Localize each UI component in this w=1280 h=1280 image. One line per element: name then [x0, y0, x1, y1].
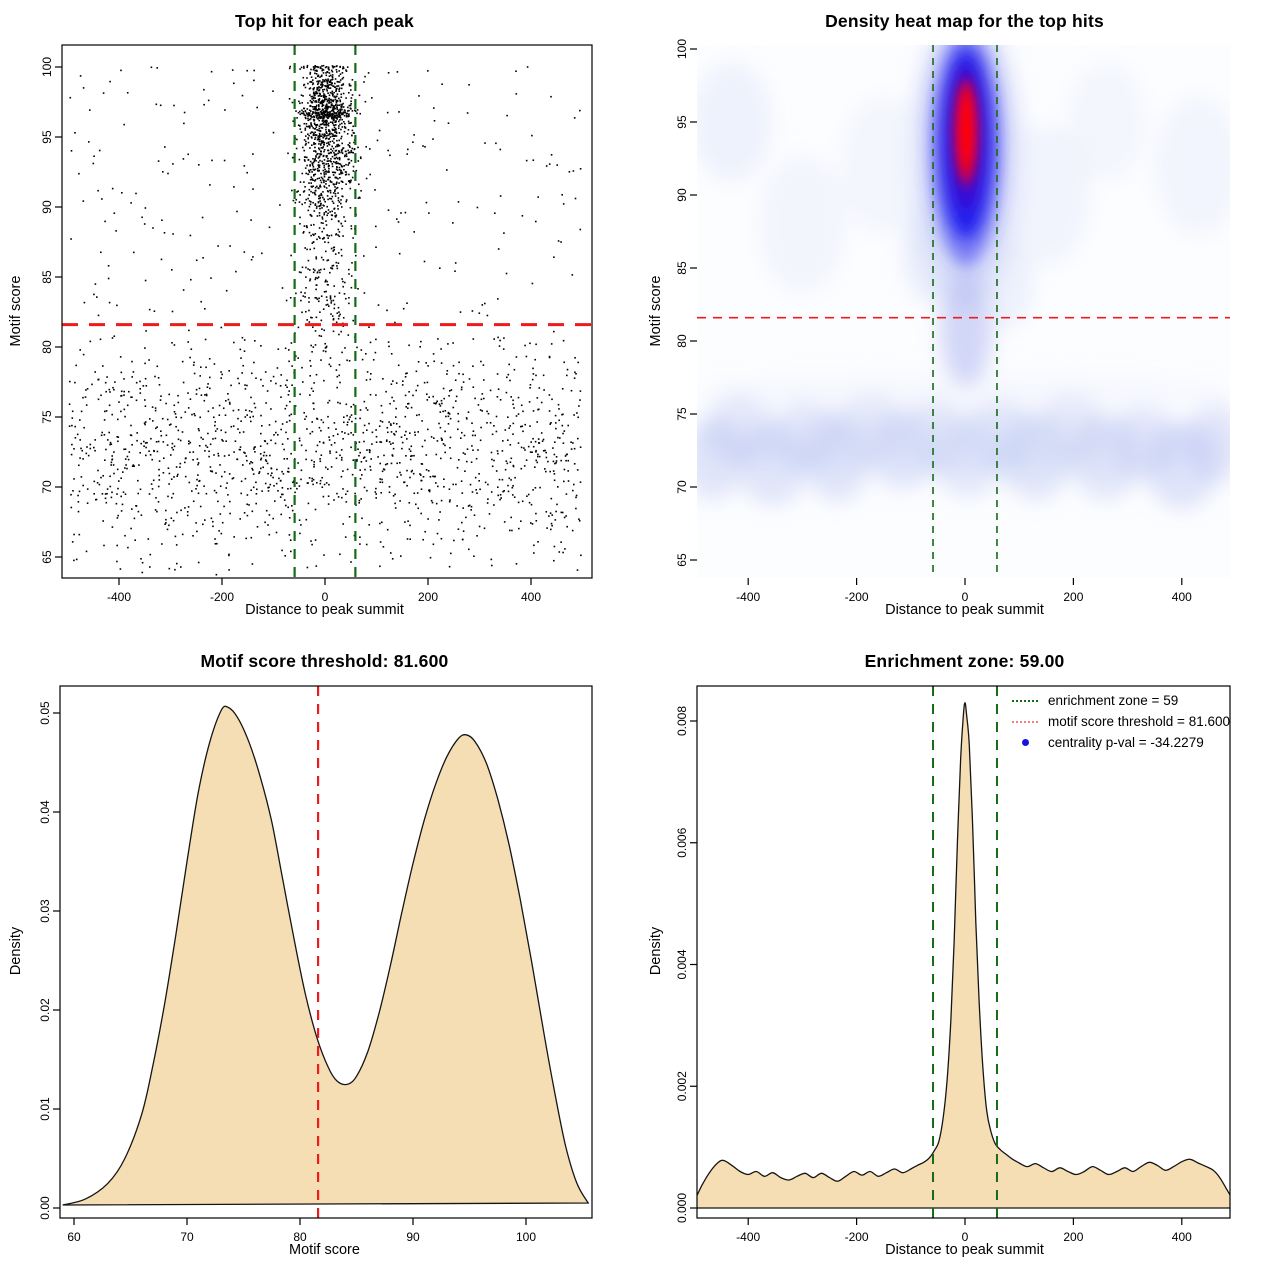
axis-tick-labels: -400 -200 0 200 400 65 70 75 80 85 90 95 100: [675, 39, 1192, 604]
legend-label: motif score threshold = 81.600: [1048, 714, 1230, 729]
svg-text:80: 80: [675, 334, 689, 348]
svg-text:0.03: 0.03: [38, 899, 52, 923]
svg-text:400: 400: [521, 590, 541, 604]
axis-ticks: [690, 685, 1231, 1225]
axis-ticks: [55, 44, 593, 585]
svg-text:0: 0: [962, 590, 969, 604]
svg-text:70: 70: [180, 1230, 194, 1244]
svg-text:0.04: 0.04: [38, 800, 52, 824]
svg-text:0.002: 0.002: [675, 1071, 689, 1101]
svg-text:0.000: 0.000: [675, 1193, 689, 1223]
svg-text:400: 400: [1172, 590, 1192, 604]
x-axis-label: Distance to peak summit: [885, 1242, 1044, 1258]
axis-ticks: [690, 48, 1183, 585]
density-area: [697, 702, 1230, 1209]
svg-text:0.008: 0.008: [675, 706, 689, 736]
x-axis-label: Distance to peak summit: [245, 602, 404, 618]
svg-text:200: 200: [1063, 590, 1083, 604]
y-axis-label: Motif score: [8, 275, 24, 347]
x-axis-label: Motif score: [289, 1242, 360, 1258]
panel-title: Motif score threshold: 81.600: [200, 651, 449, 671]
svg-text:-400: -400: [736, 1230, 760, 1244]
green-dotted-line-icon: [1008, 699, 1042, 702]
svg-text:0.00: 0.00: [38, 1196, 52, 1220]
heatmap-surface: [697, 45, 1230, 578]
svg-text:100: 100: [675, 39, 689, 59]
legend-label: centrality p-val = -34.2279: [1048, 735, 1204, 750]
svg-text:100: 100: [516, 1230, 536, 1244]
axis-tick-labels: 60 70 80 90 100 0.00 0.01 0.02 0.03 0.04 0.05: [38, 701, 536, 1244]
panel-title: Top hit for each peak: [235, 11, 414, 31]
svg-text:-200: -200: [210, 590, 234, 604]
plot-legend: enrichment zone = 59 motif score thresho…: [1008, 690, 1230, 753]
svg-text:65: 65: [40, 550, 54, 564]
svg-text:65: 65: [675, 553, 689, 567]
heatmap-canvas: -400 -200 0 200 400 65 70 75 80 85 90 95 100: [675, 39, 1230, 604]
svg-text:85: 85: [675, 261, 689, 275]
svg-text:-200: -200: [845, 590, 869, 604]
svg-text:60: 60: [67, 1230, 81, 1244]
scatter-plot-canvas: -400 -200 0 200 400 65 70 75 80 85 90 95 100: [40, 44, 593, 604]
svg-text:0.02: 0.02: [38, 998, 52, 1022]
density-plot-canvas: -400 -200 0 200 400 0.000 0.002 0.004 0.006 0.008: [675, 685, 1231, 1244]
svg-text:80: 80: [293, 1230, 307, 1244]
svg-text:200: 200: [1063, 1230, 1083, 1244]
x-axis-label: Distance to peak summit: [885, 602, 1044, 618]
svg-text:90: 90: [40, 200, 54, 214]
density-area: [62, 705, 590, 1206]
svg-text:75: 75: [40, 410, 54, 424]
panel-density-heatmap: -400 -200 0 200 400 65 70 75 80 85 90 95 100 Density…: [640, 0, 1280, 640]
axis-tick-labels: -400 -200 0 200 400 0.000 0.002 0.004 0.006 0.008: [675, 706, 1192, 1244]
panel-title: Density heat map for the top hits: [825, 11, 1104, 31]
svg-text:0.006: 0.006: [675, 827, 689, 857]
legend-item-centrality-pval: centrality p-val = -34.2279: [1008, 732, 1230, 753]
panel-title: Enrichment zone: 59.00: [864, 651, 1065, 671]
red-dotted-line-icon: [1008, 720, 1042, 723]
heatmap-blobs-core: [953, 77, 980, 188]
svg-text:0.01: 0.01: [38, 1097, 52, 1121]
y-axis-label: Motif score: [648, 275, 664, 347]
svg-text:95: 95: [675, 115, 689, 129]
y-axis-label: Density: [8, 926, 24, 976]
svg-text:0: 0: [322, 590, 329, 604]
svg-text:100: 100: [40, 57, 54, 77]
legend-item-enrichment-zone: enrichment zone = 59: [1008, 690, 1230, 711]
svg-text:0: 0: [962, 1230, 969, 1244]
svg-text:90: 90: [675, 188, 689, 202]
scatter-points: [68, 64, 582, 576]
svg-text:-400: -400: [736, 590, 760, 604]
svg-text:-400: -400: [107, 590, 131, 604]
svg-text:95: 95: [40, 130, 54, 144]
svg-text:75: 75: [675, 407, 689, 421]
density-plot-canvas: 60 70 80 90 100 0.00 0.01 0.02 0.03 0.04 0.05: [38, 685, 593, 1244]
legend-item-motif-score-threshold: motif score threshold = 81.600: [1008, 711, 1230, 732]
blue-dot-icon: [1008, 739, 1042, 746]
axis-ticks: [53, 685, 593, 1225]
y-axis-label: Density: [648, 926, 664, 976]
svg-text:0.05: 0.05: [38, 701, 52, 725]
axis-tick-labels: -400 -200 0 200 400 65 70 75 80 85 90 95 100: [40, 57, 541, 604]
svg-text:-200: -200: [845, 1230, 869, 1244]
panel-top-hit-scatter: -400 -200 0 200 400 65 70 75 80 85 90 95 100 Top hit…: [0, 0, 640, 640]
panel-motif-score-density: 60 70 80 90 100 0.00 0.01 0.02 0.03 0.04 0.05 Moti…: [0, 640, 640, 1280]
legend-label: enrichment zone = 59: [1048, 693, 1179, 708]
panel-enrichment-zone-density: -400 -200 0 200 400 0.000 0.002 0.004 0.006 0.008…: [640, 640, 1280, 1280]
svg-text:70: 70: [675, 480, 689, 494]
svg-text:400: 400: [1172, 1230, 1192, 1244]
svg-text:70: 70: [40, 480, 54, 494]
svg-text:85: 85: [40, 270, 54, 284]
svg-text:200: 200: [418, 590, 438, 604]
svg-text:80: 80: [40, 340, 54, 354]
svg-text:90: 90: [406, 1230, 420, 1244]
svg-text:0.004: 0.004: [675, 949, 689, 979]
